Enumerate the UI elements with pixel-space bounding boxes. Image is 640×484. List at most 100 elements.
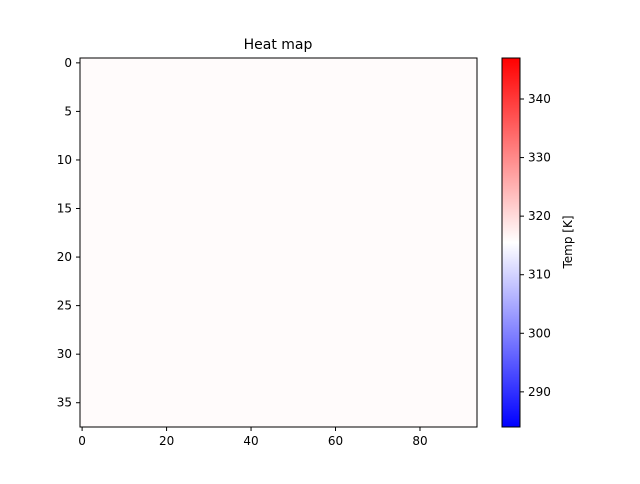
heatmap-column xyxy=(240,58,246,427)
heatmap-column xyxy=(443,58,448,427)
heatmap-column xyxy=(270,58,275,427)
heatmap-column xyxy=(109,58,115,427)
heatmap-column xyxy=(447,58,452,427)
x-tick-label: 80 xyxy=(412,434,427,448)
colorbar xyxy=(501,57,521,428)
y-tick-label: 10 xyxy=(57,153,72,167)
y-tick-label: 20 xyxy=(57,250,72,264)
heatmap-column xyxy=(400,58,406,427)
heatmap-column xyxy=(232,58,237,427)
x-axis: 0 20 40 60 80 xyxy=(78,427,428,448)
heatmap-column xyxy=(130,58,136,427)
plot-frame xyxy=(79,57,478,428)
heatmap-column xyxy=(333,58,338,427)
heatmap-column xyxy=(80,58,85,427)
heatmap-column xyxy=(278,58,284,427)
heatmap-column xyxy=(392,58,398,427)
heatmap-column xyxy=(244,58,250,427)
heatmap-column xyxy=(219,58,224,427)
heatmap-column xyxy=(134,58,140,427)
heatmap-cells xyxy=(80,58,478,427)
heatmap-column xyxy=(227,58,233,427)
heatmap-column xyxy=(460,58,465,427)
heatmap-column xyxy=(405,58,410,427)
heatmap-column xyxy=(367,58,372,427)
heatmap-column xyxy=(282,58,288,427)
colorbar-tick-label: 340 xyxy=(528,92,551,106)
heatmap-column xyxy=(156,58,161,427)
heatmap-column xyxy=(210,58,216,427)
y-tick-label: 25 xyxy=(57,299,72,313)
heatmap-column xyxy=(312,58,317,427)
heatmap-column xyxy=(147,58,153,427)
heatmap-column xyxy=(320,58,326,427)
heatmap-column xyxy=(151,58,157,427)
heatmap-column xyxy=(143,58,148,427)
y-tick-label: 5 xyxy=(64,104,72,118)
heatmap-column xyxy=(177,58,182,427)
heatmap-column xyxy=(346,58,351,427)
y-tick-label: 0 xyxy=(64,56,72,70)
heatmap-column xyxy=(316,58,322,427)
heatmap-column xyxy=(455,58,461,427)
heatmap-column xyxy=(160,58,165,427)
heatmap-column xyxy=(202,58,207,427)
heatmap-column xyxy=(198,58,203,427)
colorbar-tick-label: 330 xyxy=(528,151,551,165)
heatmap-column xyxy=(371,58,376,427)
heatmap-column xyxy=(257,58,262,427)
heatmap-column xyxy=(118,58,123,427)
heatmap-column xyxy=(185,58,191,427)
heatmap-column xyxy=(299,58,305,427)
heatmap-column xyxy=(181,58,186,427)
heatmap-column xyxy=(337,58,343,427)
heatmap-column xyxy=(426,58,431,427)
heatmap-column xyxy=(96,58,102,427)
heatmap-column xyxy=(329,58,334,427)
heatmap-column xyxy=(362,58,368,427)
heatmap-column xyxy=(105,58,110,427)
heatmap-column xyxy=(396,58,402,427)
heatmap-column xyxy=(324,58,330,427)
heatmap-column xyxy=(451,58,457,427)
heatmap-column xyxy=(464,58,469,427)
heatmap-column xyxy=(468,58,474,427)
colorbar-label: Temp [K] xyxy=(561,215,575,269)
heatmap-column xyxy=(413,58,419,427)
heatmap-column xyxy=(274,58,279,427)
y-tick-label: 15 xyxy=(57,202,72,216)
heatmap-column xyxy=(434,58,440,427)
y-axis: 0 5 10 15 20 25 30 35 xyxy=(57,56,80,410)
heatmap-column xyxy=(261,58,267,427)
heatmap-column xyxy=(139,58,144,427)
heatmap-column xyxy=(84,58,89,427)
heatmap-column xyxy=(303,58,309,427)
heatmap-column xyxy=(472,58,478,427)
heatmap-column xyxy=(438,58,444,427)
chart-title: Heat map xyxy=(244,37,313,53)
heatmap-column xyxy=(172,58,178,427)
heatmap-column xyxy=(291,58,296,427)
heatmap-column xyxy=(248,58,254,427)
colorbar-tick-label: 310 xyxy=(528,268,551,282)
heatmap-column xyxy=(88,58,93,427)
heatmap-column xyxy=(194,58,199,427)
heatmap-column xyxy=(430,58,436,427)
y-tick-label: 35 xyxy=(57,396,72,410)
heatmap-column xyxy=(417,58,423,427)
heatmap-column xyxy=(122,58,127,427)
x-tick-label: 20 xyxy=(159,434,174,448)
heatmap-column xyxy=(384,58,389,427)
heatmap-column xyxy=(341,58,347,427)
heatmap-column xyxy=(354,58,360,427)
heatmap-column xyxy=(295,58,300,427)
x-tick-label: 0 xyxy=(78,434,86,448)
heatmap-column xyxy=(113,58,119,427)
heatmap-column xyxy=(164,58,169,427)
heatmap-column xyxy=(375,58,381,427)
heatmap-column xyxy=(189,58,195,427)
heatmap-column xyxy=(126,58,131,427)
heatmap-column xyxy=(92,58,98,427)
